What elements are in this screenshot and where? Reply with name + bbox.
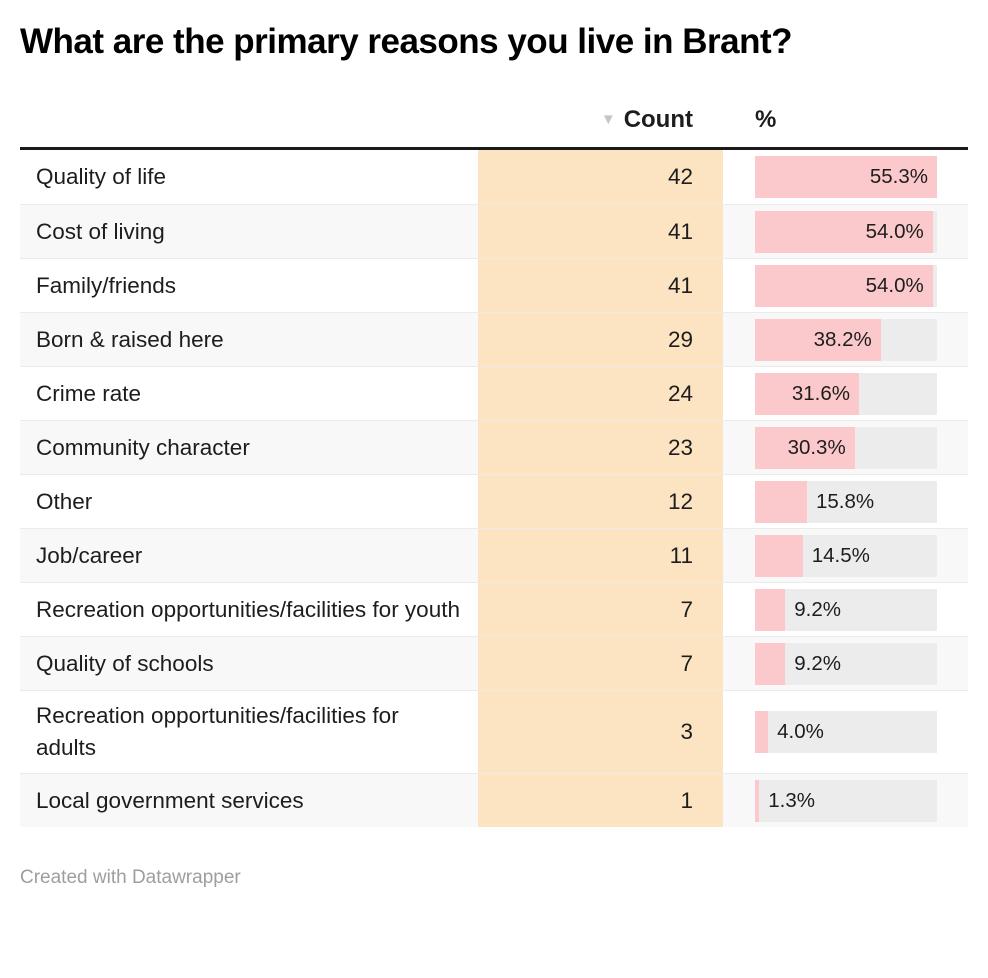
percent-bar-fill: 55.3% <box>755 156 937 199</box>
table-row: Cost of living 41 54.0% <box>20 204 968 259</box>
count-value: 42 <box>478 150 723 205</box>
table-row: Family/friends 41 54.0% <box>20 258 968 313</box>
percent-cell: 54.0% <box>723 210 968 253</box>
reason-label: Quality of life <box>36 164 167 190</box>
header-count-column-sort[interactable]: ▼ Count <box>478 106 723 134</box>
percent-bar-fill: 54.0% <box>755 210 933 253</box>
reason-label: Recreation opportunities/facilities for … <box>36 703 399 761</box>
percent-bar-track: 54.0% <box>755 264 937 307</box>
table-row: Born & raised here 29 38.2% <box>20 312 968 367</box>
header-percent-column-sort[interactable]: % <box>723 106 968 134</box>
table-header-row: ▼ Count % <box>20 106 968 151</box>
table-row: Community character 23 30.3% <box>20 420 968 475</box>
count-value: 29 <box>478 313 723 367</box>
percent-bar-fill <box>755 588 786 631</box>
percent-bar-fill <box>755 534 803 577</box>
reason-label: Local government services <box>36 787 304 813</box>
percent-cell: 30.3% <box>723 426 968 469</box>
percent-bar-fill <box>755 642 786 685</box>
table-row: Job/career 11 14.5% <box>20 528 968 583</box>
percent-value: 9.2% <box>794 651 841 675</box>
table-row: Other 12 15.8% <box>20 474 968 529</box>
percent-value: 14.5% <box>811 543 870 567</box>
percent-bar-track: 9.2% <box>755 642 937 685</box>
count-value: 41 <box>478 205 723 259</box>
header-count-label: Count <box>623 106 693 134</box>
table-row: Quality of life 42 55.3% <box>20 150 968 205</box>
table-body: Quality of life 42 55.3% Cost of living … <box>20 150 968 828</box>
count-value: 24 <box>478 367 723 421</box>
percent-cell: 14.5% <box>723 534 968 577</box>
percent-bar-track: 54.0% <box>755 210 937 253</box>
reason-label: Recreation opportunities/facilities for … <box>36 596 460 622</box>
page-title: What are the primary reasons you live in… <box>20 22 793 61</box>
percent-bar-fill: 54.0% <box>755 264 933 307</box>
count-value: 11 <box>478 529 723 583</box>
table-row: Quality of schools 7 9.2% <box>20 636 968 691</box>
percent-bar-track: 55.3% <box>755 156 937 199</box>
percent-bar-fill: 30.3% <box>755 426 855 469</box>
table-row: Crime rate 24 31.6% <box>20 366 968 421</box>
percent-bar-fill: 38.2% <box>755 318 881 361</box>
reason-label: Other <box>36 488 93 514</box>
reason-label: Job/career <box>36 542 143 568</box>
percent-cell: 38.2% <box>723 318 968 361</box>
reason-label: Crime rate <box>36 380 142 406</box>
percent-cell: 31.6% <box>723 372 968 415</box>
percent-bar-track: 31.6% <box>755 372 937 415</box>
percent-value: 15.8% <box>816 489 875 513</box>
count-value: 1 <box>478 774 723 828</box>
percent-value: 1.3% <box>768 788 815 812</box>
percent-cell: 9.2% <box>723 642 968 685</box>
percent-bar-track: 38.2% <box>755 318 937 361</box>
percent-bar-fill: 31.6% <box>755 372 859 415</box>
percent-value: 4.0% <box>777 720 824 744</box>
percent-bar-track: 30.3% <box>755 426 937 469</box>
percent-value: 54.0% <box>865 273 924 297</box>
percent-value: 55.3% <box>869 165 928 189</box>
table-row: Local government services 1 1.3% <box>20 773 968 828</box>
percent-value: 9.2% <box>794 597 841 621</box>
percent-bar-track: 1.3% <box>755 779 937 822</box>
percent-value: 31.6% <box>791 381 850 405</box>
reason-label: Family/friends <box>36 272 177 298</box>
count-value: 7 <box>478 583 723 637</box>
count-value: 41 <box>478 259 723 313</box>
percent-bar-fill <box>755 779 760 822</box>
count-value: 7 <box>478 637 723 691</box>
percent-bar-track: 15.8% <box>755 480 937 523</box>
percent-bar-fill <box>755 711 769 754</box>
sort-desc-icon: ▼ <box>600 111 616 129</box>
reason-label: Community character <box>36 434 250 460</box>
datawrapper-credit-link[interactable]: Created with Datawrapper <box>20 867 241 889</box>
reason-label: Born & raised here <box>36 326 224 352</box>
table-row: Recreation opportunities/facilities for … <box>20 582 968 637</box>
percent-cell: 9.2% <box>723 588 968 631</box>
percent-cell: 55.3% <box>723 156 968 199</box>
percent-bar-track: 4.0% <box>755 711 937 754</box>
percent-cell: 15.8% <box>723 480 968 523</box>
percent-bar-track: 9.2% <box>755 588 937 631</box>
header-percent-label: % <box>755 106 777 134</box>
reason-label: Quality of schools <box>36 650 214 676</box>
count-value: 12 <box>478 475 723 529</box>
percent-value: 38.2% <box>813 327 872 351</box>
percent-bar-track: 14.5% <box>755 534 937 577</box>
percent-cell: 54.0% <box>723 264 968 307</box>
percent-value: 54.0% <box>865 219 924 243</box>
count-value: 23 <box>478 421 723 475</box>
percent-bar-fill <box>755 480 807 523</box>
percent-value: 30.3% <box>787 435 846 459</box>
percent-cell: 1.3% <box>723 779 968 822</box>
count-value: 3 <box>478 691 723 774</box>
percent-cell: 4.0% <box>723 711 968 754</box>
reason-label: Cost of living <box>36 218 165 244</box>
table-row: Recreation opportunities/facilities for … <box>20 690 968 774</box>
